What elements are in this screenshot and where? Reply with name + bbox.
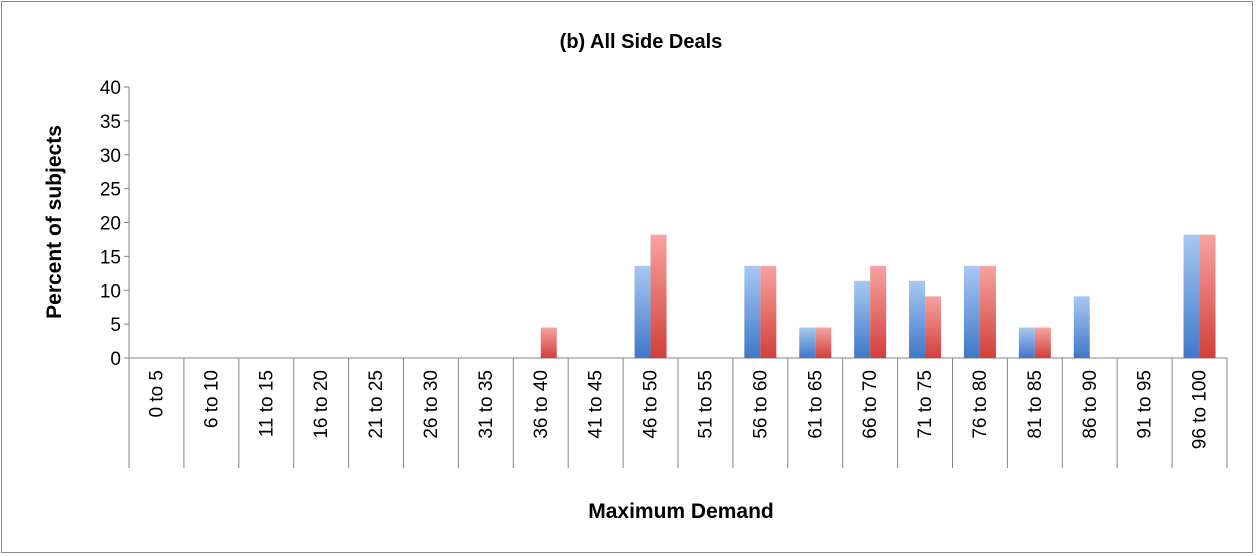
x-tick-label: 81 to 85 xyxy=(1025,370,1046,439)
x-tick-label: 31 to 35 xyxy=(476,370,497,439)
y-tick-label: 35 xyxy=(100,112,121,133)
x-tick-label: 56 to 60 xyxy=(750,370,771,439)
bar-series-2 xyxy=(760,265,777,358)
x-tick-label: 51 to 55 xyxy=(695,370,716,439)
x-tick-label: 46 to 50 xyxy=(641,370,662,439)
bar-series-1 xyxy=(799,327,816,358)
bar-series-2 xyxy=(870,265,887,358)
bar-series-1 xyxy=(634,265,651,358)
bar-series-2 xyxy=(540,327,557,358)
x-tick-label: 6 to 10 xyxy=(201,370,222,428)
y-tick-label: 25 xyxy=(100,180,121,201)
chart-title: (b) All Side Deals xyxy=(560,31,723,53)
bar-series-1 xyxy=(1183,234,1200,358)
x-tick-label: 66 to 70 xyxy=(860,370,881,439)
bar-series-1 xyxy=(744,265,761,358)
y-tick-label: 20 xyxy=(100,214,121,235)
x-tick-label: 26 to 30 xyxy=(421,370,442,439)
x-axis-title: Maximum Demand xyxy=(588,500,774,523)
x-tick-label: 96 to 100 xyxy=(1190,370,1211,449)
y-tick-label: 40 xyxy=(100,78,121,99)
y-axis-title: Percent of subjects xyxy=(43,125,66,319)
x-tick-label: 41 to 45 xyxy=(586,370,607,439)
x-tick-label: 16 to 20 xyxy=(311,370,332,439)
bar-series-2 xyxy=(1034,327,1051,358)
bar-series-2 xyxy=(979,265,996,358)
bar-series-2 xyxy=(815,327,832,358)
x-tick-label: 91 to 95 xyxy=(1135,370,1156,439)
x-tick-label: 86 to 90 xyxy=(1080,370,1101,439)
bar-series-1 xyxy=(909,280,926,358)
bar-series-2 xyxy=(925,296,942,358)
bar-series-1 xyxy=(963,265,980,358)
bar-series-2 xyxy=(1199,234,1216,358)
x-tick-label: 11 to 15 xyxy=(256,370,277,437)
y-tick-label: 15 xyxy=(100,247,121,268)
x-tick-label: 71 to 75 xyxy=(915,370,936,439)
plot-area: 0 5 10 15 20 25 30 35 40 0 to 5 6 to 10 11 to 15 16 … xyxy=(100,78,1228,468)
bar-series-2 xyxy=(650,234,667,358)
x-tick-label: 0 to 5 xyxy=(146,370,167,418)
y-tick-label: 30 xyxy=(100,146,121,167)
y-tick-label: 10 xyxy=(100,281,121,302)
x-tick-label: 36 to 40 xyxy=(531,370,552,439)
y-tick-label: 0 xyxy=(110,349,121,370)
x-tick-label: 76 to 80 xyxy=(970,370,991,439)
bar-series-1 xyxy=(1073,296,1090,358)
bar-series-1 xyxy=(1018,327,1035,358)
y-tick-label: 5 xyxy=(110,315,121,336)
x-tick-label: 21 to 25 xyxy=(366,370,387,439)
bar-series-1 xyxy=(854,280,871,358)
x-tick-label: 61 to 65 xyxy=(805,370,826,439)
